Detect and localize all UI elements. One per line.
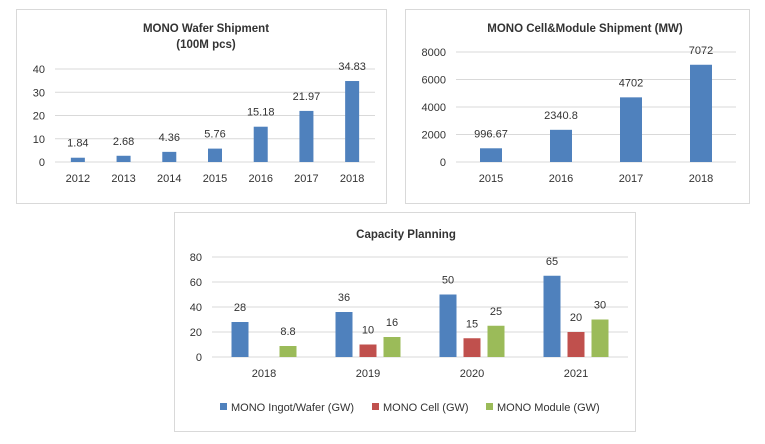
data-label: 10 (362, 325, 374, 337)
data-label: 25 (490, 306, 502, 318)
bar (345, 81, 360, 162)
y-tick-label: 40 (190, 302, 202, 314)
x-tick-label: 2014 (157, 173, 181, 185)
data-label: 30 (594, 300, 606, 312)
bar (543, 275, 561, 357)
y-tick-label: 2000 (422, 130, 446, 142)
x-tick-label: 2012 (66, 173, 90, 185)
chart-title: Capacity Planning (356, 229, 456, 241)
x-tick-label: 2018 (689, 173, 713, 185)
legend-label: MONO Cell (GW) (383, 402, 469, 414)
bar (620, 97, 642, 162)
wafer-shipment-panel: MONO Wafer Shipment (100M pcs) 0 10 20 30 40… (16, 9, 387, 204)
legend-swatch (372, 403, 379, 410)
x-tick-label: 2015 (479, 173, 503, 185)
y-tick-label: 80 (190, 252, 202, 264)
data-label: 5.76 (204, 129, 225, 141)
chart-title: MONO Cell&Module Shipment (MW) (487, 23, 683, 35)
bar (208, 148, 222, 162)
data-label: 65 (546, 256, 558, 268)
cell-module-shipment-panel: MONO Cell&Module Shipment (MW) 0 2000 4000… (405, 9, 750, 204)
data-label: 15.18 (247, 107, 275, 119)
data-label: 34.83 (338, 61, 366, 73)
y-tick-label: 10 (33, 134, 45, 146)
bar (335, 312, 353, 357)
y-tick-label: 6000 (422, 75, 446, 87)
data-label: 28 (234, 302, 246, 314)
y-tick-label: 8000 (422, 47, 446, 59)
x-tick-label: 2017 (619, 173, 643, 185)
x-tick-label: 2021 (564, 368, 588, 380)
y-tick-label: 0 (39, 157, 45, 169)
chart-subtitle: (100M pcs) (176, 39, 236, 51)
y-tick-label: 4000 (422, 102, 446, 114)
data-label: 996.67 (474, 128, 508, 140)
bar (591, 319, 609, 357)
y-tick-label: 40 (33, 64, 45, 76)
data-label: 21.97 (293, 91, 321, 103)
data-label: 8.8 (280, 326, 295, 338)
bar (690, 64, 712, 162)
legend-swatch (486, 403, 493, 410)
x-tick-label: 2018 (340, 173, 364, 185)
data-label: 36 (338, 292, 350, 304)
bar (279, 346, 297, 357)
legend-label: MONO Ingot/Wafer (GW) (231, 402, 354, 414)
y-tick-label: 30 (33, 87, 45, 99)
y-tick-label: 20 (33, 111, 45, 123)
data-label: 20 (570, 312, 582, 324)
x-tick-label: 2020 (460, 368, 484, 380)
data-label: 50 (442, 275, 454, 287)
bar (383, 337, 401, 357)
legend-label: MONO Module (GW) (497, 402, 600, 414)
y-tick-label: 0 (440, 157, 446, 169)
data-label: 1.84 (67, 138, 88, 150)
bar (70, 157, 85, 162)
bar (463, 338, 481, 357)
bar (567, 332, 585, 357)
x-tick-label: 2018 (252, 368, 276, 380)
y-tick-label: 60 (190, 277, 202, 289)
data-label: 2.68 (113, 136, 134, 148)
data-label: 4702 (619, 77, 643, 89)
bar (162, 151, 177, 162)
data-label: 7072 (689, 45, 713, 57)
y-tick-label: 20 (190, 327, 202, 339)
bar (480, 148, 502, 162)
capacity-planning-panel: Capacity Planning 0 20 40 60 80 2018 28 8.8 2019… (174, 212, 636, 432)
bar (116, 155, 131, 162)
bar (299, 110, 314, 162)
x-tick-label: 2013 (111, 173, 135, 185)
x-tick-label: 2017 (294, 173, 318, 185)
bar (550, 129, 572, 162)
data-label: 4.36 (159, 132, 180, 144)
wafer-shipment-chart: MONO Wafer Shipment (100M pcs) 0 10 20 30 40… (33, 23, 375, 185)
x-tick-label: 2016 (549, 173, 573, 185)
y-tick-label: 0 (196, 352, 202, 364)
bar (359, 344, 377, 357)
bar (231, 322, 249, 357)
bar (253, 126, 268, 162)
x-tick-label: 2015 (203, 173, 227, 185)
capacity-planning-chart: Capacity Planning 0 20 40 60 80 2018 28 8.8 2019… (190, 229, 628, 414)
bar (439, 294, 457, 357)
data-label: 15 (466, 318, 478, 330)
bar (487, 325, 505, 357)
cell-module-shipment-chart: MONO Cell&Module Shipment (MW) 0 2000 4000… (422, 23, 736, 185)
data-label: 2340.8 (544, 110, 578, 122)
x-tick-label: 2016 (248, 173, 272, 185)
data-label: 16 (386, 317, 398, 329)
chart-title: MONO Wafer Shipment (143, 23, 269, 35)
legend-swatch (220, 403, 227, 410)
x-tick-label: 2019 (356, 368, 380, 380)
